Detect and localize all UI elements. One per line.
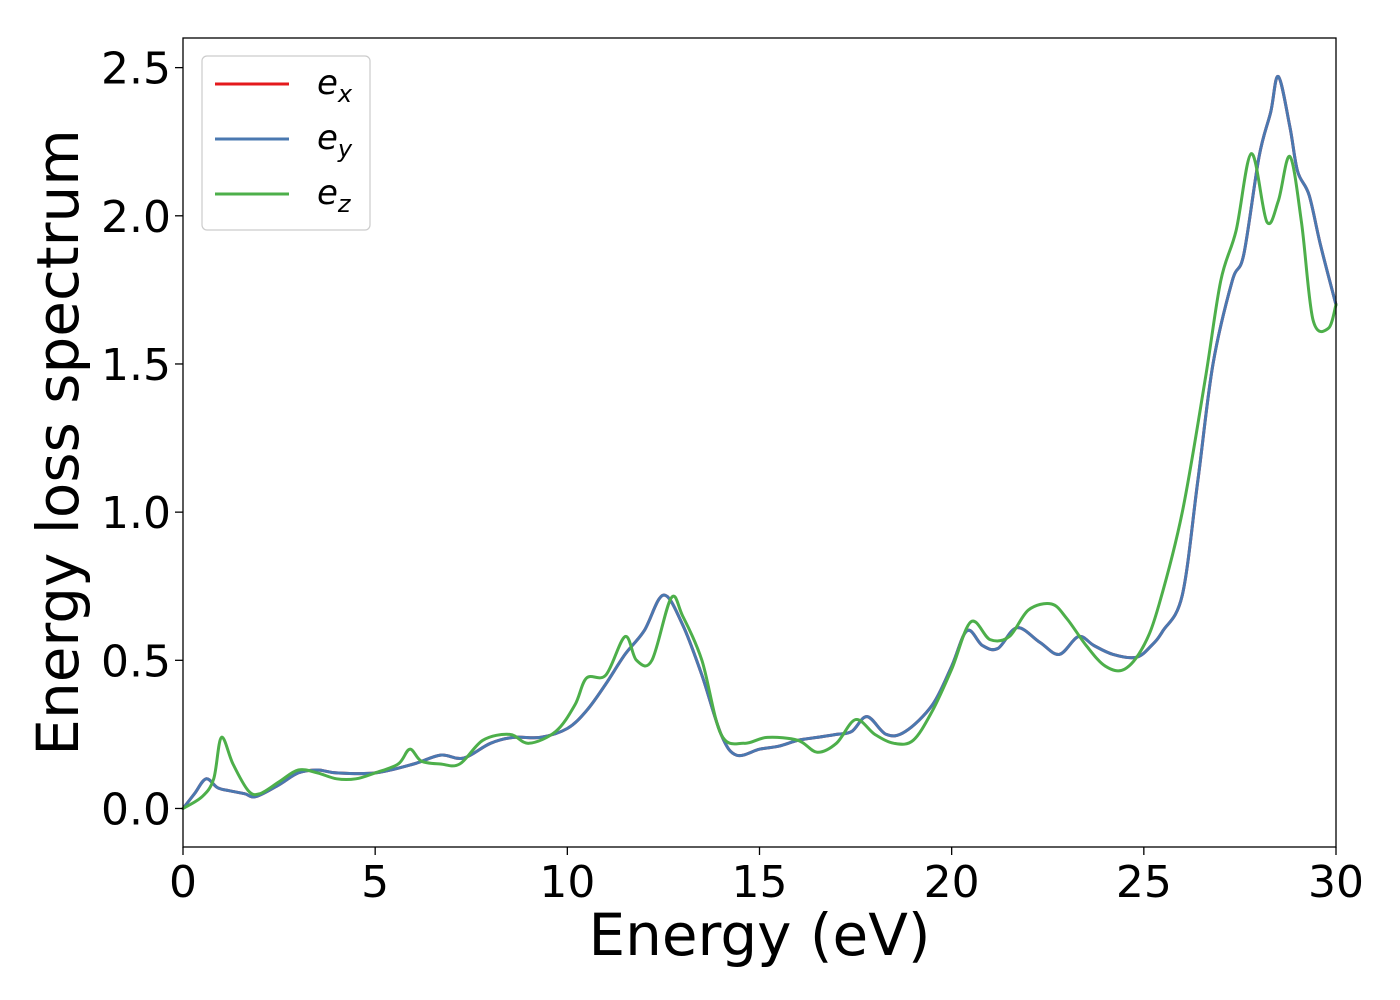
x-axis-label: Energy (eV)	[588, 901, 930, 969]
series-line-z	[181, 152, 1338, 810]
y-tick-label: 1.0	[101, 488, 171, 539]
x-tick-label: 15	[732, 857, 788, 908]
x-axis-ticks: 0 5 10 15 20 25 30	[169, 847, 1364, 908]
x-tick-label: 20	[924, 857, 980, 908]
y-tick-label: 1.5	[101, 340, 171, 391]
x-tick-label: 0	[169, 857, 197, 908]
series-line-y	[181, 74, 1338, 810]
series-lines	[181, 74, 1338, 810]
x-tick-label: 10	[539, 857, 595, 908]
y-tick-label: 0.5	[101, 636, 171, 687]
legend-box	[201, 55, 371, 231]
y-axis-label: Energy loss spectrum	[24, 129, 92, 755]
y-tick-label: 0.0	[101, 784, 171, 835]
x-tick-label: 30	[1308, 857, 1364, 908]
y-tick-label: 2.5	[101, 44, 171, 95]
x-tick-label: 5	[361, 857, 389, 908]
y-axis-ticks: 0.0 0.5 1.0 1.5 2.0 2.5	[101, 44, 183, 835]
y-tick-label: 2.0	[101, 192, 171, 243]
x-tick-label: 25	[1116, 857, 1172, 908]
